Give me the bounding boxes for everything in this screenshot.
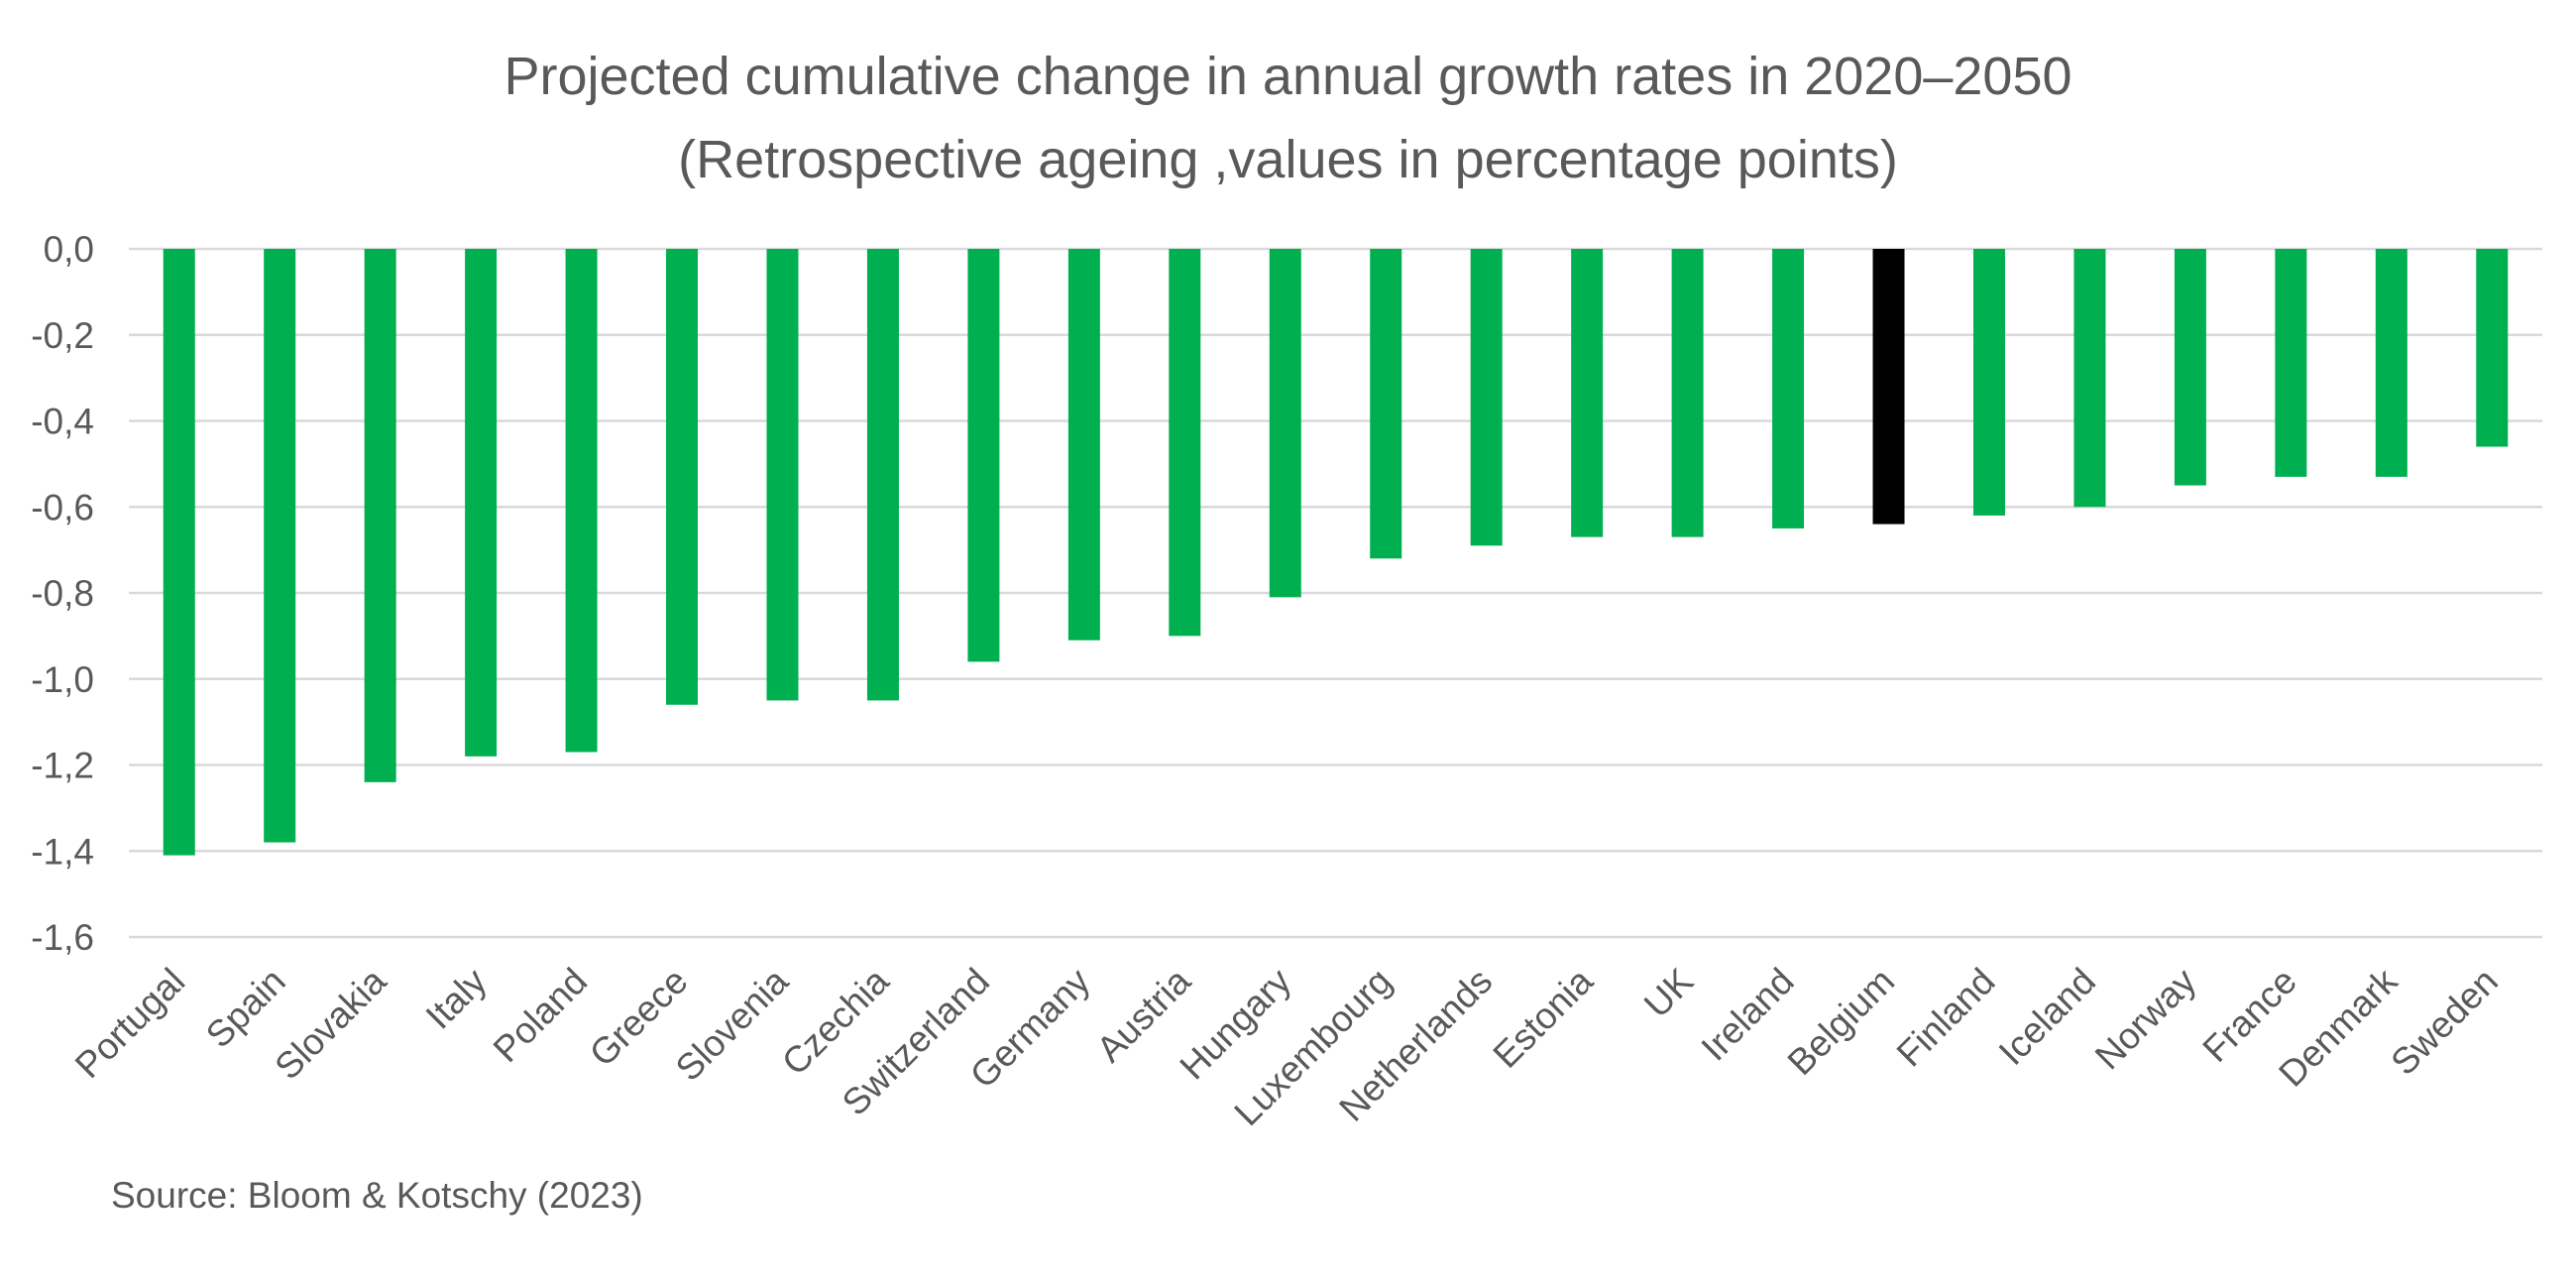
bar-iceland	[2073, 249, 2106, 508]
x-tick-label: Iceland	[1991, 961, 2103, 1073]
bar-greece	[666, 249, 699, 705]
bar-portugal	[163, 249, 195, 856]
x-tick-label: Portugal	[67, 961, 192, 1086]
y-tick-label: -1,2	[31, 746, 94, 786]
y-tick-label: -0,8	[31, 573, 94, 614]
chart-title-line-2: (Retrospective ageing ,values in percent…	[678, 130, 1898, 189]
bar-spain	[264, 249, 296, 843]
y-tick-label: 0,0	[44, 229, 94, 270]
chart-title-line-1: Projected cumulative change in annual gr…	[504, 47, 2072, 106]
y-tick-label: -1,0	[31, 659, 94, 700]
x-tick-label: Finland	[1889, 961, 2003, 1075]
gridlines	[129, 247, 2542, 939]
bar-estonia	[1571, 249, 1604, 537]
source-note: Source: Bloom & Kotschy (2023)	[111, 1175, 643, 1216]
bar-czechia	[866, 249, 899, 701]
y-tick-label: -1,4	[31, 831, 94, 872]
bar-netherlands	[1470, 249, 1503, 546]
y-tick-label: -0,4	[31, 402, 94, 442]
x-tick-label: Estonia	[1486, 960, 1602, 1076]
bars	[163, 249, 2509, 856]
bar-sweden	[2476, 249, 2509, 447]
bar-belgium	[1872, 249, 1905, 525]
bar-norway	[2174, 249, 2206, 486]
y-axis-ticks: 0,0 -0,2 -0,4 -0,6 -0,8 -1,0 -1,2 -1,4 -1,6	[31, 229, 94, 958]
bar-luxembourg	[1370, 249, 1402, 559]
bar-uk	[1671, 249, 1704, 537]
x-tick-label: Italy	[418, 960, 495, 1036]
bar-ireland	[1772, 249, 1805, 528]
bar-germany	[1067, 249, 1100, 641]
bar-france	[2275, 249, 2307, 477]
x-tick-label: Poland	[486, 961, 595, 1070]
bar-poland	[565, 249, 598, 753]
bar-austria	[1169, 249, 1201, 637]
x-tick-label: Sweden	[2383, 961, 2506, 1084]
chart-title: Projected cumulative change in annual gr…	[0, 35, 2576, 201]
x-tick-label: UK	[1636, 960, 1702, 1025]
y-tick-label: -0,6	[31, 487, 94, 527]
bar-finland	[1972, 249, 2005, 516]
bar-slovakia	[364, 249, 396, 782]
x-tick-label: Belgium	[1780, 961, 1903, 1084]
x-tick-label: Spain	[198, 961, 293, 1056]
bar-hungary	[1269, 249, 1301, 598]
bar-switzerland	[967, 249, 1000, 662]
bar-italy	[465, 249, 498, 757]
y-tick-label: -0,2	[31, 315, 94, 356]
bar-slovenia	[766, 249, 799, 701]
y-tick-label: -1,6	[31, 917, 94, 958]
x-tick-label: Slovakia	[267, 960, 393, 1087]
x-tick-label: Slovenia	[668, 960, 797, 1089]
bar-denmark	[2375, 249, 2408, 477]
x-tick-label: Norway	[2087, 960, 2204, 1077]
